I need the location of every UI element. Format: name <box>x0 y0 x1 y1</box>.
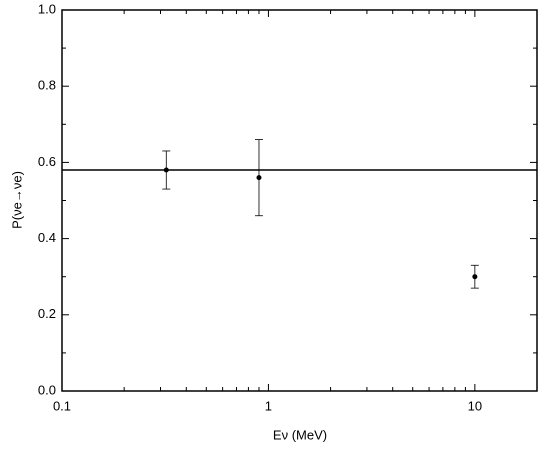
data-point <box>472 274 478 280</box>
y-tick-label: 0.0 <box>38 382 56 397</box>
y-tick-label: 0.4 <box>38 230 56 245</box>
x-tick-label: 0.1 <box>53 398 71 413</box>
data-point <box>163 167 169 173</box>
x-axis-label: Eν (MeV) <box>273 427 327 442</box>
y-tick-label: 0.8 <box>38 78 56 93</box>
y-axis-label: P(νe→νe) <box>9 171 24 229</box>
y-tick-label: 0.2 <box>38 306 56 321</box>
y-tick-label: 1.0 <box>38 1 56 16</box>
plot-frame <box>61 9 538 392</box>
x-tick-label: 1 <box>265 398 272 413</box>
data-point <box>256 175 262 181</box>
x-tick-label: 10 <box>468 398 482 413</box>
y-tick-label: 0.6 <box>38 154 56 169</box>
